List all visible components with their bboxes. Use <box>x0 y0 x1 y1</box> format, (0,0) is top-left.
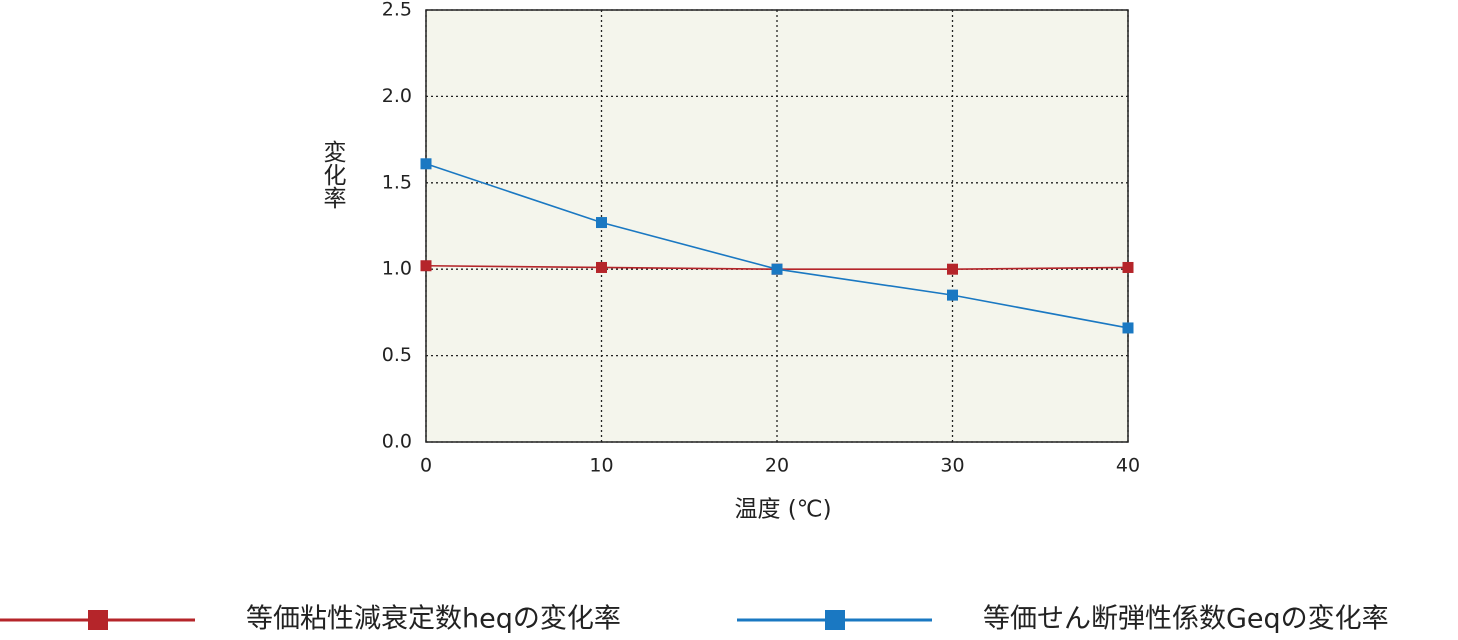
y-axis-title: 変化率 <box>319 140 347 209</box>
x-axis-title: 温度 (℃) <box>734 497 831 523</box>
point-marker <box>420 158 432 170</box>
legend-marker <box>825 610 845 630</box>
y-tick-label: 1.0 <box>382 258 412 280</box>
y-tick-label: 1.5 <box>382 171 412 193</box>
point-marker <box>947 263 958 275</box>
point-marker <box>771 263 783 275</box>
y-tick-label: 0.5 <box>382 344 412 366</box>
point-marker <box>596 217 607 229</box>
x-tick-label: 20 <box>765 455 789 477</box>
point-marker <box>1122 322 1134 334</box>
legend-label: 等価せん断弾性係数Geqの変化率 <box>983 604 1389 635</box>
plot-border <box>425 9 1129 443</box>
legend-marker <box>88 610 108 630</box>
y-tick-label: 2.0 <box>382 85 412 107</box>
x-tick-label: 40 <box>1116 455 1140 477</box>
legend-label: 等価粘性減衰定数heqの変化率 <box>246 604 621 635</box>
point-marker <box>947 289 958 301</box>
point-marker <box>420 260 432 272</box>
y-tick-label: 0.0 <box>382 431 412 453</box>
point-marker <box>596 261 607 273</box>
x-tick-label: 0 <box>420 455 432 477</box>
point-marker <box>1122 261 1134 273</box>
x-tick-label: 30 <box>940 455 964 477</box>
y-tick-label: 2.5 <box>382 0 412 21</box>
x-tick-label: 10 <box>589 455 613 477</box>
